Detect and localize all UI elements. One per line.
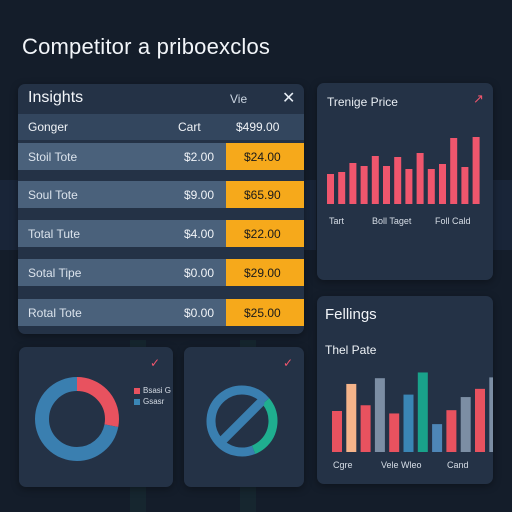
fellings-title: Fellings [325,306,377,323]
fellings-subtitle: Thel Pate [325,343,377,357]
background-stripe [0,180,20,250]
row-value: $4.00 [183,227,214,241]
fellings-bar [374,378,385,452]
fellings-axis-label: Cgre [333,460,353,470]
donut-segment [35,377,119,461]
page-title: Competitor a priboexclos [22,34,271,59]
donut-segment [206,385,278,457]
view-menu-button[interactable]: Vie [230,92,248,106]
table-row[interactable]: Rotal Tote $0.00 $25.00 [18,299,304,326]
fellings-panel: Fellings Thel Pate Cgre Vele Wleo Cand [317,296,493,484]
legend-label: Gsasr [143,397,165,406]
background-stripe [492,180,512,250]
column-header-price[interactable]: $499.00 [236,120,280,134]
legend-swatch [134,387,140,394]
fellings-bar-chart [332,372,493,452]
row-name: Soul Tote [28,188,78,202]
trend-bar [338,172,346,204]
background-stripe [300,180,316,250]
trend-bar [360,166,368,204]
trend-axis-label: Foll Cald [435,216,471,226]
trend-bar [327,174,334,204]
trend-price-panel: Trenige Price ↗ Tart Boll Taget Foll Cal… [317,83,493,280]
legend-item: Gsasr [134,397,171,408]
trend-axis-label: Boll Taget [372,216,412,226]
fellings-bar [489,377,493,452]
fellings-bar [389,413,400,452]
fellings-bar [432,424,443,452]
legend-swatch [134,398,140,405]
row-value: $0.00 [183,306,214,320]
table-header: Gonger Cart $499.00 [18,114,304,140]
donut-chart [35,377,119,461]
fellings-axis-label: Vele Wleo [381,460,422,470]
trend-bar [416,153,424,204]
fellings-bar [360,405,371,452]
trend-bar [427,169,435,204]
row-price: $65.90 [226,181,304,208]
row-name: Stoil Tote [28,150,78,164]
fellings-axis-label: Cand [447,460,469,470]
trend-bar [450,138,458,204]
row-value: $0.00 [183,266,214,280]
row-price: $22.00 [226,220,304,247]
trend-bar [371,156,379,204]
trend-bar [383,166,390,204]
fellings-bar [475,388,485,452]
donut-legend: Bsasi G Gsasr [134,386,171,408]
row-price: $25.00 [226,299,304,326]
check-icon[interactable]: ✓ [150,356,161,370]
table-row[interactable]: Stoil Tote $2.00 $24.00 [18,143,304,170]
trend-bar-chart [327,137,480,204]
fellings-bar [446,410,457,452]
row-value: $9.00 [183,188,214,202]
row-price: $24.00 [226,143,304,170]
column-header-cart[interactable]: Cart [178,120,201,134]
check-icon[interactable]: ✓ [283,356,294,370]
table-row[interactable]: Soul Tote $9.00 $65.90 [18,181,304,208]
fellings-bar [332,411,342,452]
close-icon[interactable]: ✕ [282,90,296,107]
donut-card: ✓ Bsasi G Gsasr [19,347,173,487]
trend-bar [394,157,402,204]
fellings-bar [460,397,471,452]
donut-card: ✓ [184,347,304,487]
donut-chart [206,385,278,457]
fellings-bar [346,383,357,452]
trend-bar [472,137,480,204]
row-name: Rotal Tote [28,306,82,320]
row-name: Total Tute [28,227,81,241]
trend-axis-label: Tart [329,216,345,226]
trend-up-icon[interactable]: ↗ [473,91,484,106]
table-row[interactable]: Sotal Tipe $0.00 $29.00 [18,259,304,286]
insights-header: Insights Vie ✕ [18,84,304,112]
insights-title: Insights [28,89,84,106]
table-row[interactable]: Total Tute $4.00 $22.00 [18,220,304,247]
fellings-bar [403,394,414,452]
trend-bar [461,167,469,204]
row-name: Sotal Tipe [28,266,82,280]
fellings-bar [417,372,428,452]
trend-bar [349,163,357,204]
legend-item: Bsasi G [134,386,171,397]
row-price: $29.00 [226,259,304,286]
trend-price-title: Trenige Price [327,95,398,109]
legend-label: Bsasi G [143,386,172,395]
trend-bar [439,164,446,204]
donut-slash [219,398,265,444]
insights-panel: Insights Vie ✕ Gonger Cart $499.00 Stoil… [18,84,304,334]
trend-bar [405,169,413,204]
column-header-name[interactable]: Gonger [28,120,69,134]
row-value: $2.00 [183,150,214,164]
